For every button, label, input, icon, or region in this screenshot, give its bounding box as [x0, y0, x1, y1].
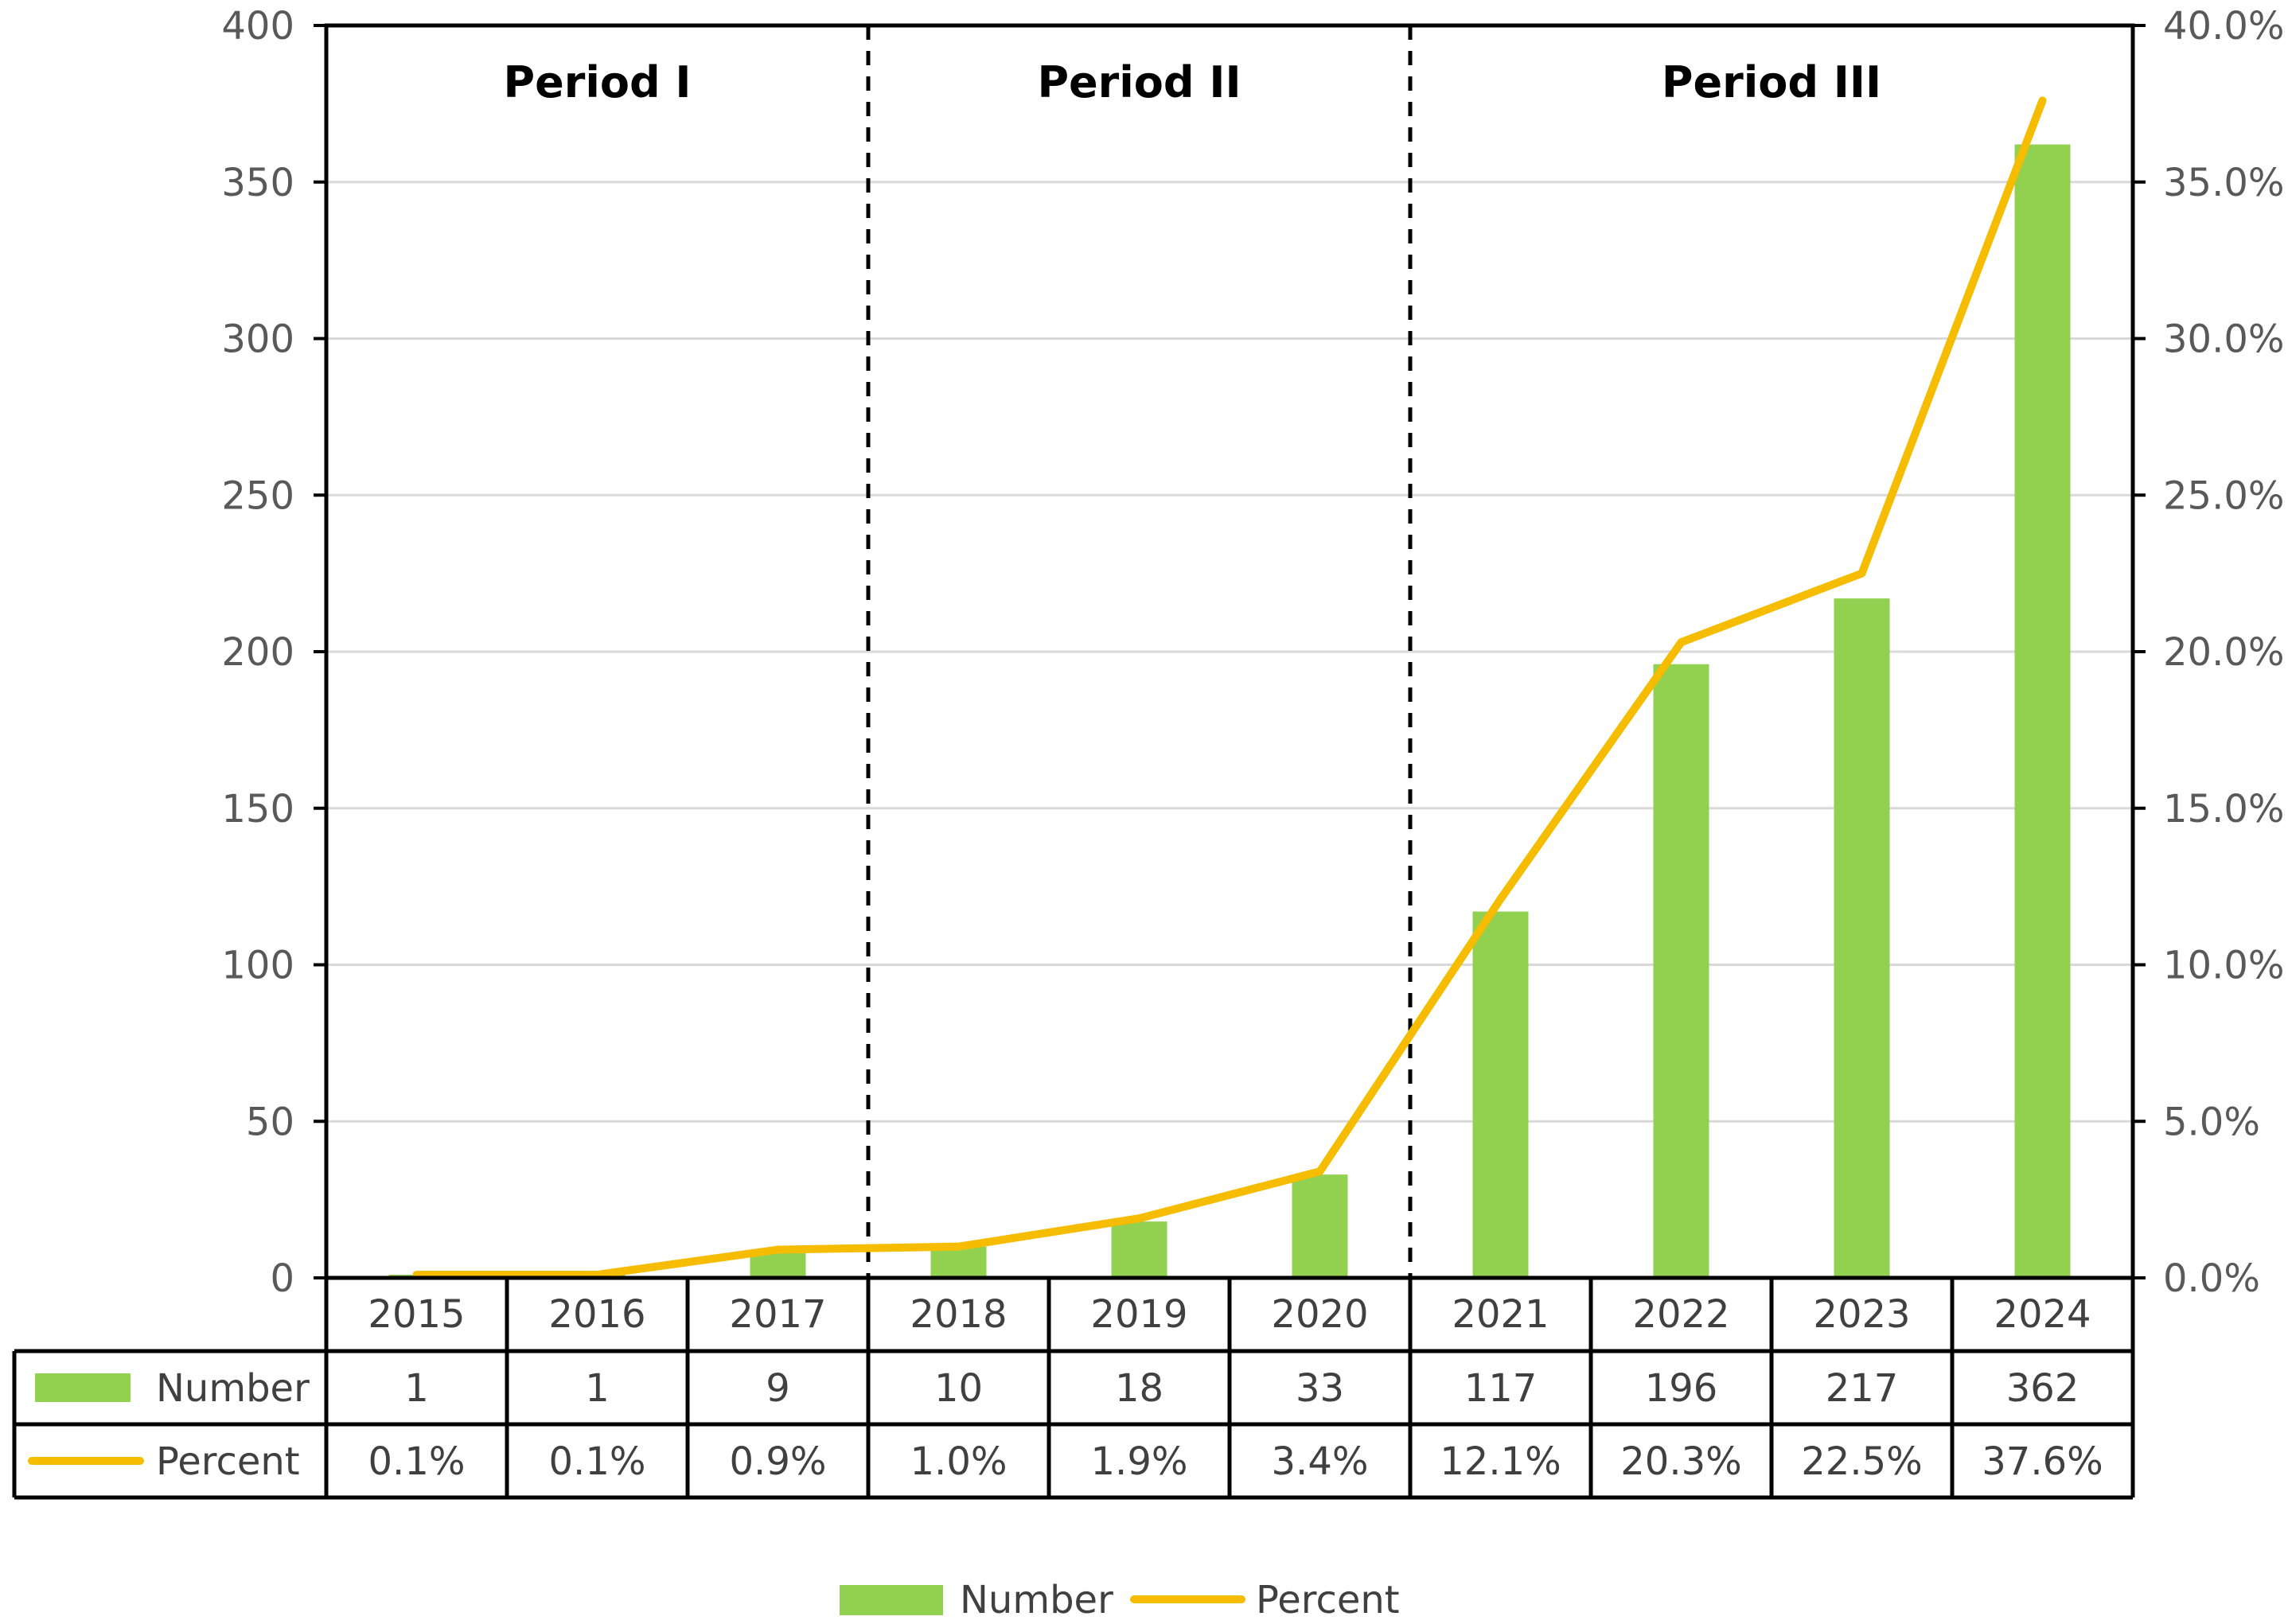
table-cell: 117 [1464, 1366, 1538, 1411]
table-cell: 9 [766, 1366, 790, 1411]
left-axis-tick-label: 400 [221, 4, 294, 49]
table-cell: 1 [404, 1366, 429, 1411]
left-axis-tick-label: 350 [221, 161, 294, 205]
left-axis-tick-label: 200 [221, 630, 294, 675]
table-cell: 1.0% [910, 1439, 1008, 1484]
right-axis-tick-label: 35.0% [2163, 161, 2284, 205]
x-axis-tick-label: 2015 [368, 1292, 465, 1337]
bar-2020 [1292, 1174, 1348, 1278]
x-axis-tick-label: 2020 [1271, 1292, 1368, 1337]
bar-2018 [930, 1246, 987, 1278]
legend-number-swatch [840, 1585, 943, 1615]
x-axis-tick-label: 2018 [910, 1292, 1007, 1337]
left-axis-tick-label: 300 [221, 317, 294, 362]
bar-2021 [1472, 911, 1529, 1278]
right-axis-tick-label: 25.0% [2163, 473, 2284, 518]
right-axis-tick-label: 40.0% [2163, 4, 2284, 49]
left-axis-tick-label: 0 [270, 1256, 294, 1301]
legend-number-label: Number [960, 1578, 1113, 1620]
table-cell: 22.5% [1801, 1439, 1922, 1484]
left-axis-tick-label: 150 [221, 787, 294, 831]
x-axis-tick-label: 2024 [1994, 1292, 2091, 1337]
table-cell: 1 [585, 1366, 610, 1411]
table-cell: 217 [1826, 1366, 1899, 1411]
table-cell: 0.9% [730, 1439, 827, 1484]
left-axis-tick-label: 250 [221, 473, 294, 518]
period-label: Period III [1662, 57, 1881, 107]
x-axis-tick-label: 2019 [1090, 1292, 1187, 1337]
table-number-key [35, 1373, 131, 1402]
table-cell: 37.6% [1982, 1439, 2103, 1484]
legend-percent-label: Percent [1256, 1578, 1400, 1620]
bar-2023 [1834, 598, 1890, 1278]
right-axis-tick-label: 15.0% [2163, 787, 2284, 831]
right-axis-tick-label: 30.0% [2163, 317, 2284, 362]
table-cell: 12.1% [1440, 1439, 1561, 1484]
x-axis-tick-label: 2017 [729, 1292, 826, 1337]
bar-2019 [1111, 1221, 1167, 1278]
right-axis-tick-label: 10.0% [2163, 944, 2284, 988]
table-cell: 33 [1296, 1366, 1344, 1411]
table-cell: 362 [2006, 1366, 2079, 1411]
period-label: Period II [1037, 57, 1241, 107]
table-cell: 18 [1115, 1366, 1163, 1411]
table-cell: 196 [1645, 1366, 1718, 1411]
right-axis-tick-label: 20.0% [2163, 630, 2284, 675]
percent-line [412, 96, 2047, 1279]
table-cell: 3.4% [1272, 1439, 1369, 1484]
bar-2022 [1653, 664, 1709, 1278]
right-axis-tick-label: 0.0% [2163, 1256, 2260, 1301]
left-axis-tick-label: 100 [221, 944, 294, 988]
table-cell: 10 [934, 1366, 983, 1411]
x-axis-tick-label: 2016 [548, 1292, 645, 1337]
x-axis-tick-label: 2022 [1632, 1292, 1729, 1337]
table-cell: 0.1% [368, 1439, 466, 1484]
table-row-label: Number [156, 1366, 310, 1411]
bar-2024 [2014, 144, 2071, 1278]
left-axis-tick-label: 50 [246, 1100, 294, 1144]
period-label: Period I [504, 57, 692, 107]
table-cell: 1.9% [1091, 1439, 1188, 1484]
x-axis-tick-label: 2021 [1452, 1292, 1549, 1337]
table-row-label: Percent [156, 1439, 300, 1484]
table-cell: 20.3% [1620, 1439, 1741, 1484]
x-axis-tick-label: 2023 [1813, 1292, 1910, 1337]
table-cell: 0.1% [549, 1439, 646, 1484]
right-axis-tick-label: 5.0% [2163, 1100, 2260, 1144]
